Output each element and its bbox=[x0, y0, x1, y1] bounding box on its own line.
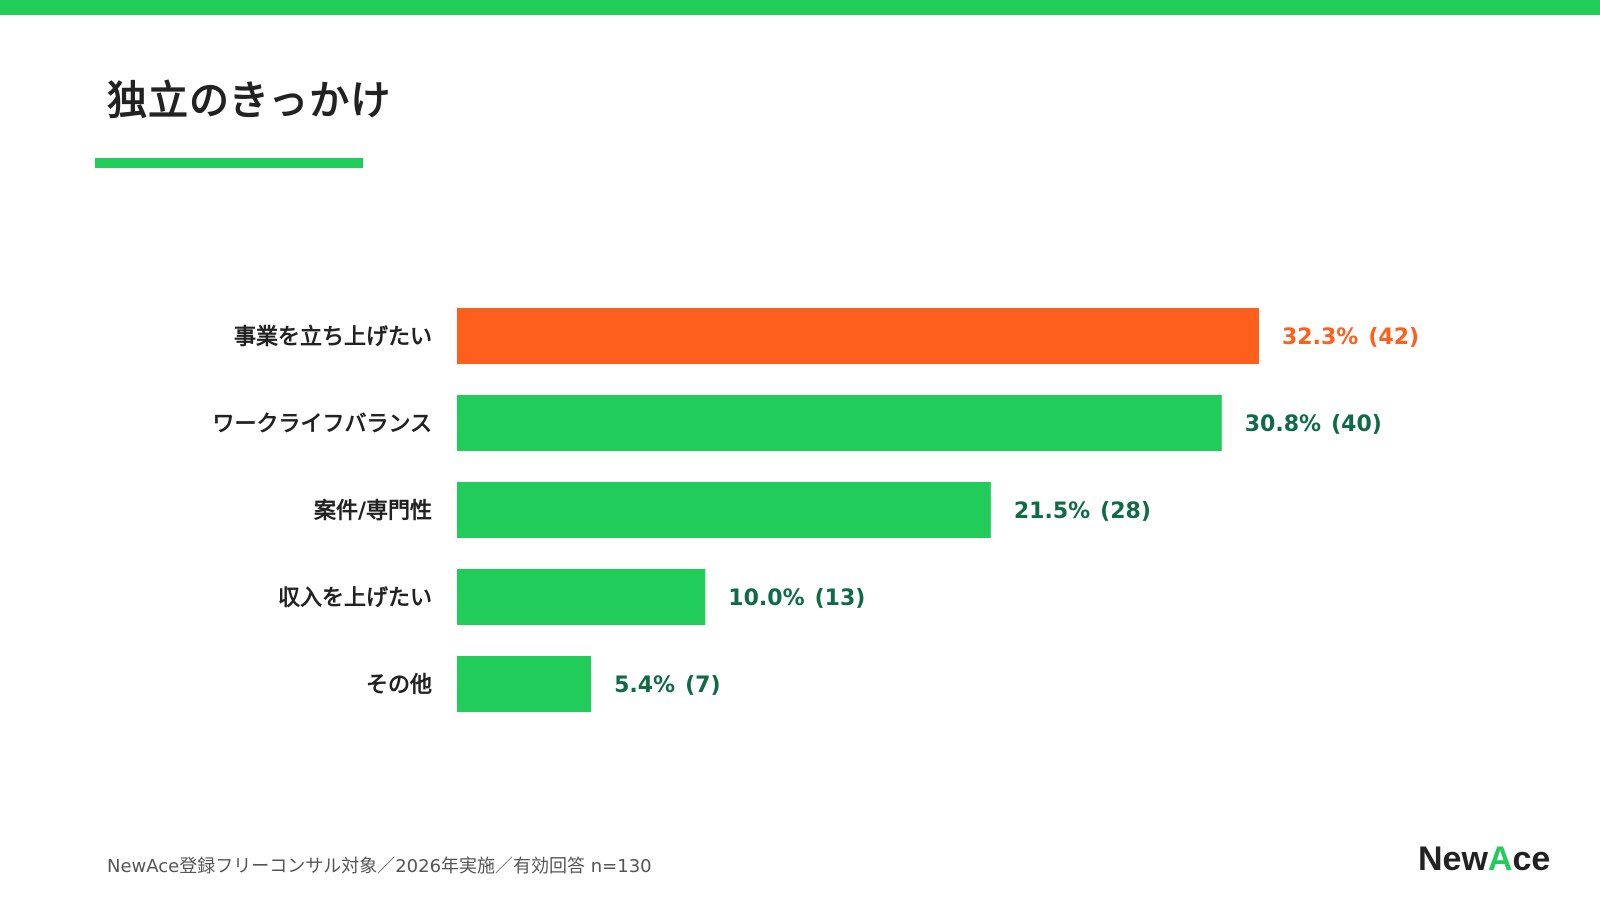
percent-label: 10.0% bbox=[728, 586, 804, 611]
category-label: 案件/専門性 bbox=[313, 498, 432, 524]
value-label: 21.5% (28) bbox=[1014, 499, 1151, 524]
count-label: (42) bbox=[1368, 325, 1419, 350]
svg-text:NewAce: NewAce bbox=[1418, 840, 1550, 878]
bar bbox=[457, 482, 991, 538]
top-accent-bar bbox=[0, 0, 1600, 15]
percent-label: 32.3% bbox=[1282, 325, 1358, 350]
value-label: 30.8% (40) bbox=[1245, 412, 1382, 437]
title-underline bbox=[95, 158, 363, 168]
count-label: (7) bbox=[685, 673, 720, 698]
category-label: 事業を立ち上げたい bbox=[234, 324, 432, 350]
value-label: 10.0% (13) bbox=[728, 586, 865, 611]
newace-logo: NewAce bbox=[1418, 840, 1550, 878]
page-title: 独立のきっかけ bbox=[107, 78, 392, 124]
bar bbox=[457, 395, 1222, 451]
bar bbox=[457, 569, 706, 625]
logo-text-new: New bbox=[1418, 840, 1488, 878]
percent-label: 5.4% bbox=[614, 673, 675, 698]
category-label: 収入を上げたい bbox=[278, 586, 432, 611]
count-label: (13) bbox=[815, 586, 866, 611]
percent-label: 30.8% bbox=[1245, 412, 1321, 437]
logo-text-ce: ce bbox=[1512, 840, 1550, 878]
value-label: 32.3% (42) bbox=[1282, 325, 1419, 350]
count-label: (40) bbox=[1331, 412, 1382, 437]
count-label: (28) bbox=[1100, 499, 1151, 524]
category-label: その他 bbox=[366, 673, 432, 698]
percent-label: 21.5% bbox=[1014, 499, 1090, 524]
bar bbox=[457, 656, 592, 712]
survey-footnote: NewAce登録フリーコンサル対象／2026年実施／有効回答 n=130 bbox=[107, 856, 652, 877]
logo-text-a: A bbox=[1488, 840, 1513, 878]
value-label: 5.4% (7) bbox=[614, 673, 720, 698]
bar bbox=[457, 308, 1260, 364]
category-label: ワークライフバランス bbox=[212, 412, 432, 437]
